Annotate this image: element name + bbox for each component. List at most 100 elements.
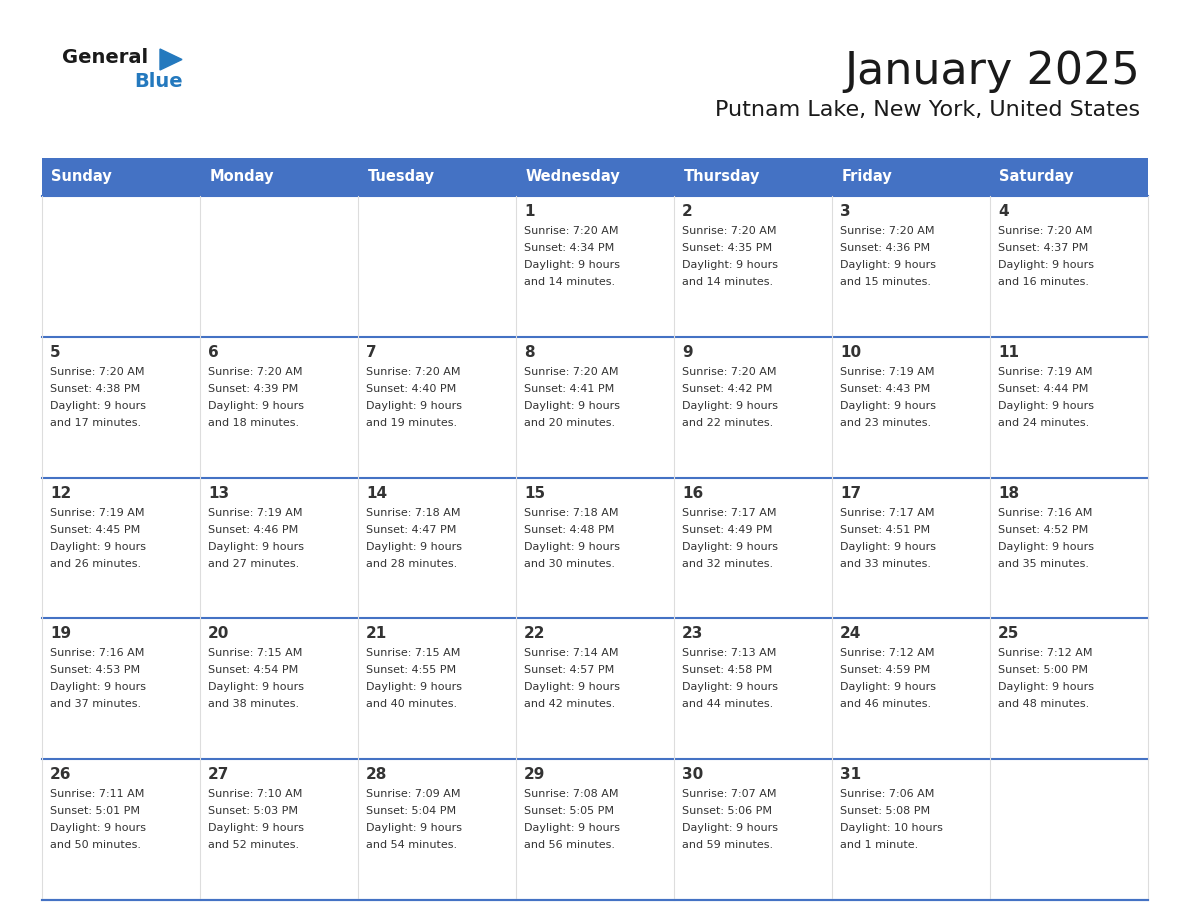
Text: Daylight: 9 hours: Daylight: 9 hours bbox=[840, 401, 936, 410]
Text: Sunset: 4:47 PM: Sunset: 4:47 PM bbox=[366, 524, 456, 534]
Text: and 52 minutes.: and 52 minutes. bbox=[208, 840, 299, 850]
Text: Sunset: 4:55 PM: Sunset: 4:55 PM bbox=[366, 666, 456, 676]
Bar bbox=[358, 337, 516, 477]
Bar bbox=[990, 158, 1148, 196]
Bar bbox=[990, 477, 1148, 619]
Text: 27: 27 bbox=[208, 767, 229, 782]
Text: 12: 12 bbox=[50, 486, 71, 500]
Text: and 44 minutes.: and 44 minutes. bbox=[682, 700, 773, 710]
Text: and 46 minutes.: and 46 minutes. bbox=[840, 700, 931, 710]
Text: 5: 5 bbox=[50, 345, 61, 360]
Text: Daylight: 9 hours: Daylight: 9 hours bbox=[366, 682, 462, 692]
Text: 9: 9 bbox=[682, 345, 693, 360]
Text: 13: 13 bbox=[208, 486, 229, 500]
Text: Sunset: 5:05 PM: Sunset: 5:05 PM bbox=[524, 806, 614, 816]
Bar bbox=[990, 759, 1148, 900]
Text: Daylight: 9 hours: Daylight: 9 hours bbox=[524, 682, 620, 692]
Text: Sunrise: 7:19 AM: Sunrise: 7:19 AM bbox=[840, 367, 935, 376]
Text: Sunrise: 7:20 AM: Sunrise: 7:20 AM bbox=[208, 367, 303, 376]
Text: Daylight: 9 hours: Daylight: 9 hours bbox=[998, 542, 1094, 552]
Text: Sunset: 4:36 PM: Sunset: 4:36 PM bbox=[840, 243, 930, 253]
Text: and 27 minutes.: and 27 minutes. bbox=[208, 558, 299, 568]
Text: Sunrise: 7:18 AM: Sunrise: 7:18 AM bbox=[524, 508, 619, 518]
Bar bbox=[674, 619, 832, 759]
Text: and 22 minutes.: and 22 minutes. bbox=[682, 418, 773, 428]
Text: and 16 minutes.: and 16 minutes. bbox=[998, 277, 1089, 287]
Text: Sunset: 5:01 PM: Sunset: 5:01 PM bbox=[50, 806, 140, 816]
Text: Sunrise: 7:20 AM: Sunrise: 7:20 AM bbox=[998, 226, 1093, 236]
Text: and 17 minutes.: and 17 minutes. bbox=[50, 418, 141, 428]
Text: Sunrise: 7:13 AM: Sunrise: 7:13 AM bbox=[682, 648, 776, 658]
Text: Sunrise: 7:15 AM: Sunrise: 7:15 AM bbox=[208, 648, 302, 658]
Text: 7: 7 bbox=[366, 345, 377, 360]
Text: and 26 minutes.: and 26 minutes. bbox=[50, 558, 141, 568]
Text: and 20 minutes.: and 20 minutes. bbox=[524, 418, 615, 428]
Text: Sunset: 4:35 PM: Sunset: 4:35 PM bbox=[682, 243, 772, 253]
Text: 3: 3 bbox=[840, 204, 851, 219]
Bar bbox=[832, 477, 990, 619]
Text: 1: 1 bbox=[524, 204, 535, 219]
Bar bbox=[358, 477, 516, 619]
Text: and 1 minute.: and 1 minute. bbox=[840, 840, 918, 850]
Text: Sunrise: 7:20 AM: Sunrise: 7:20 AM bbox=[366, 367, 461, 376]
Text: Sunset: 4:51 PM: Sunset: 4:51 PM bbox=[840, 524, 930, 534]
Bar bbox=[358, 158, 516, 196]
Text: and 32 minutes.: and 32 minutes. bbox=[682, 558, 773, 568]
Text: Daylight: 9 hours: Daylight: 9 hours bbox=[366, 401, 462, 410]
Text: Saturday: Saturday bbox=[999, 170, 1074, 185]
Text: and 28 minutes.: and 28 minutes. bbox=[366, 558, 457, 568]
Text: Sunrise: 7:18 AM: Sunrise: 7:18 AM bbox=[366, 508, 461, 518]
Text: and 30 minutes.: and 30 minutes. bbox=[524, 558, 615, 568]
Text: and 38 minutes.: and 38 minutes. bbox=[208, 700, 299, 710]
Text: January 2025: January 2025 bbox=[845, 50, 1140, 93]
Text: Friday: Friday bbox=[841, 170, 892, 185]
Text: 16: 16 bbox=[682, 486, 703, 500]
Text: Sunset: 4:46 PM: Sunset: 4:46 PM bbox=[208, 524, 298, 534]
Text: Daylight: 9 hours: Daylight: 9 hours bbox=[840, 260, 936, 270]
Text: and 33 minutes.: and 33 minutes. bbox=[840, 558, 931, 568]
Text: Daylight: 9 hours: Daylight: 9 hours bbox=[366, 542, 462, 552]
Text: 8: 8 bbox=[524, 345, 535, 360]
Text: Sunset: 4:48 PM: Sunset: 4:48 PM bbox=[524, 524, 614, 534]
Bar bbox=[990, 196, 1148, 337]
Bar bbox=[516, 158, 674, 196]
Text: Daylight: 9 hours: Daylight: 9 hours bbox=[208, 401, 304, 410]
Text: Sunrise: 7:12 AM: Sunrise: 7:12 AM bbox=[998, 648, 1093, 658]
Text: and 37 minutes.: and 37 minutes. bbox=[50, 700, 141, 710]
Text: Daylight: 9 hours: Daylight: 9 hours bbox=[50, 401, 146, 410]
Text: 10: 10 bbox=[840, 345, 861, 360]
Bar bbox=[674, 196, 832, 337]
Text: 20: 20 bbox=[208, 626, 229, 642]
Text: Daylight: 9 hours: Daylight: 9 hours bbox=[998, 682, 1094, 692]
Bar bbox=[832, 337, 990, 477]
Text: Daylight: 9 hours: Daylight: 9 hours bbox=[208, 542, 304, 552]
Text: Sunrise: 7:19 AM: Sunrise: 7:19 AM bbox=[998, 367, 1093, 376]
Text: 22: 22 bbox=[524, 626, 545, 642]
Text: Sunset: 4:44 PM: Sunset: 4:44 PM bbox=[998, 384, 1088, 394]
Text: and 42 minutes.: and 42 minutes. bbox=[524, 700, 615, 710]
Text: Sunrise: 7:20 AM: Sunrise: 7:20 AM bbox=[524, 226, 619, 236]
Text: Blue: Blue bbox=[134, 72, 183, 91]
Bar bbox=[832, 619, 990, 759]
Text: 30: 30 bbox=[682, 767, 703, 782]
Text: Sunrise: 7:15 AM: Sunrise: 7:15 AM bbox=[366, 648, 460, 658]
Text: and 40 minutes.: and 40 minutes. bbox=[366, 700, 457, 710]
Bar bbox=[200, 477, 358, 619]
Bar bbox=[990, 337, 1148, 477]
Text: Sunset: 5:04 PM: Sunset: 5:04 PM bbox=[366, 806, 456, 816]
Bar bbox=[42, 477, 200, 619]
Text: 25: 25 bbox=[998, 626, 1019, 642]
Text: 29: 29 bbox=[524, 767, 545, 782]
Bar bbox=[832, 759, 990, 900]
Bar bbox=[990, 619, 1148, 759]
Text: Sunrise: 7:20 AM: Sunrise: 7:20 AM bbox=[682, 367, 777, 376]
Text: Daylight: 9 hours: Daylight: 9 hours bbox=[840, 682, 936, 692]
Bar bbox=[358, 619, 516, 759]
Text: Sunrise: 7:06 AM: Sunrise: 7:06 AM bbox=[840, 789, 934, 800]
Bar bbox=[516, 759, 674, 900]
Text: and 35 minutes.: and 35 minutes. bbox=[998, 558, 1089, 568]
Text: Daylight: 9 hours: Daylight: 9 hours bbox=[682, 260, 778, 270]
Bar bbox=[200, 337, 358, 477]
Text: Sunrise: 7:20 AM: Sunrise: 7:20 AM bbox=[524, 367, 619, 376]
Text: General: General bbox=[62, 48, 148, 67]
